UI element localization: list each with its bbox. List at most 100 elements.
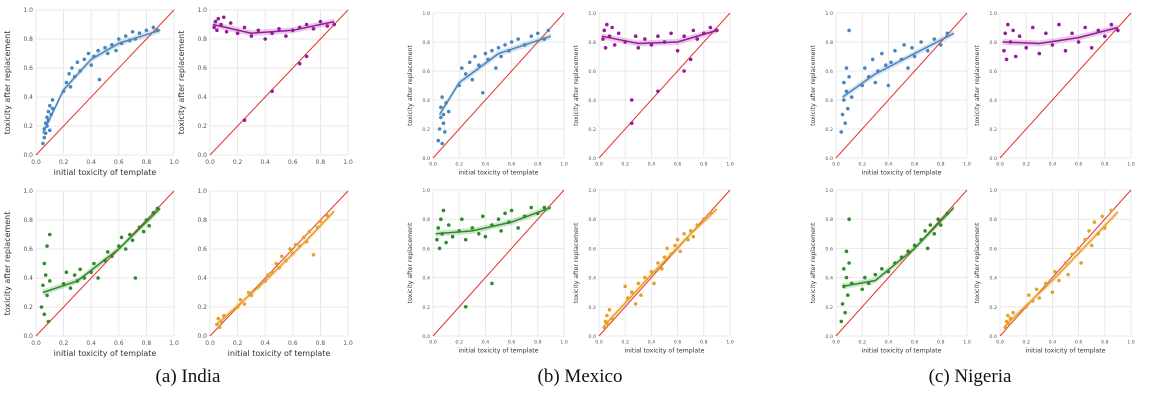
y-tick-label: 0.4 <box>197 94 207 101</box>
data-point <box>46 118 51 122</box>
data-point <box>662 255 667 259</box>
data-point <box>297 25 302 30</box>
data-point <box>473 54 477 59</box>
y-tick-label: 1.0 <box>825 11 833 17</box>
regression-fit-line <box>601 29 718 45</box>
confidence-band <box>1002 24 1118 47</box>
x-tick-label: 0.8 <box>937 161 945 167</box>
data-point <box>105 250 110 254</box>
x-tick-label: 0.8 <box>1101 339 1109 345</box>
data-point <box>72 273 77 277</box>
y-tick-label: 0.8 <box>197 217 207 224</box>
data-point <box>873 272 878 277</box>
data-point <box>686 237 690 242</box>
data-point <box>886 269 891 274</box>
y-tick-label: 0.8 <box>825 217 833 223</box>
data-point <box>1079 261 1084 265</box>
data-point <box>155 28 160 33</box>
data-point <box>702 31 706 36</box>
chart-india-top-left: 0.0 0.2 0.4 0.6 0.8 1.0 0.0 0.2 0.4 0.6 0.8 1.0 init… <box>3 7 179 177</box>
data-point <box>216 316 221 321</box>
data-point <box>669 31 673 36</box>
data-point <box>1037 51 1042 56</box>
data-point <box>845 106 850 111</box>
reference-line-y-equals-x <box>35 9 175 156</box>
data-point <box>50 106 55 111</box>
data-point <box>43 273 48 277</box>
data-point <box>307 229 312 234</box>
chart-mexico-top-left: 0.0 0.2 0.4 0.6 0.8 1.0 0.0 0.2 0.4 0.6 0.8 1.0 init… <box>407 11 568 177</box>
data-point <box>144 28 149 33</box>
data-point <box>477 63 481 67</box>
data-point <box>509 40 514 44</box>
y-tick-label: 0.0 <box>23 333 33 340</box>
data-point <box>880 267 884 271</box>
data-point <box>623 284 627 289</box>
y-axis-label: toxicity after replacement <box>177 31 186 135</box>
x-tick-label: 0.0 <box>429 161 437 167</box>
data-point <box>695 37 700 41</box>
data-point <box>1076 40 1081 44</box>
y-tick-label: 0.2 <box>23 304 33 311</box>
y-tick-label: 0.4 <box>989 276 997 282</box>
chart-india-top-right: 0.0 0.2 0.4 0.6 0.8 1.0 0.0 0.2 0.4 0.6 0.8 1.0 toxi… <box>177 7 353 166</box>
data-point <box>1109 22 1114 27</box>
y-tick-label: 0.4 <box>588 98 596 104</box>
y-tick-label: 1.0 <box>23 188 33 195</box>
data-point <box>318 219 323 224</box>
data-point <box>503 43 507 47</box>
data-point <box>1063 261 1068 265</box>
x-tick-label: 0.6 <box>288 159 298 166</box>
data-point <box>529 34 534 38</box>
data-point <box>1003 31 1008 36</box>
data-point <box>463 305 468 309</box>
data-point <box>284 34 288 38</box>
y-tick-label: 1.0 <box>989 11 997 17</box>
x-tick-label: 1.0 <box>963 339 971 345</box>
y-tick-label: 0.2 <box>23 123 33 130</box>
data-point <box>843 310 847 315</box>
data-point <box>840 112 845 117</box>
data-point <box>656 261 660 265</box>
data-point <box>842 98 846 102</box>
data-point <box>490 223 494 227</box>
data-point <box>675 48 680 53</box>
data-point <box>1006 313 1010 318</box>
data-point <box>1083 25 1087 30</box>
data-point <box>123 34 128 38</box>
x-tick-label: 0.0 <box>205 340 215 347</box>
y-tick-label: 1.0 <box>197 7 207 14</box>
data-point <box>103 258 107 263</box>
data-point <box>675 237 680 242</box>
y-tick-label: 1.0 <box>422 188 430 194</box>
data-point <box>494 66 498 70</box>
data-point <box>86 51 91 56</box>
x-tick-label: 0.4 <box>482 161 490 167</box>
data-point <box>1007 322 1011 327</box>
data-point <box>457 229 462 233</box>
x-tick-label: 0.2 <box>1022 161 1030 167</box>
data-point <box>217 325 222 330</box>
x-tick-label: 0.6 <box>674 161 682 167</box>
data-point <box>39 305 44 309</box>
data-point <box>96 48 100 53</box>
data-point <box>439 115 443 120</box>
reference-line-y-equals-x <box>999 12 1132 159</box>
data-point <box>1116 28 1120 33</box>
chart-nigeria-bottom-right: 0.0 0.2 0.4 0.6 0.8 1.0 0.0 0.2 0.4 0.6 0.8 1.0 init… <box>974 188 1135 355</box>
data-point <box>460 66 464 70</box>
data-point <box>43 131 48 136</box>
x-tick-label: 1.0 <box>1127 161 1135 167</box>
data-point <box>246 290 251 295</box>
data-point <box>516 226 520 230</box>
data-point <box>304 239 309 244</box>
data-point <box>436 138 441 143</box>
data-point <box>842 267 846 271</box>
data-point <box>256 28 261 33</box>
chart-nigeria-top-right: 0.0 0.2 0.4 0.6 0.8 1.0 0.0 0.2 0.4 0.6 0.8 1.0 toxi… <box>974 11 1135 167</box>
data-point <box>213 19 218 24</box>
data-point <box>1076 246 1081 251</box>
data-point <box>1004 57 1009 62</box>
data-point <box>48 279 52 283</box>
y-tick-label: 0.8 <box>989 40 997 46</box>
